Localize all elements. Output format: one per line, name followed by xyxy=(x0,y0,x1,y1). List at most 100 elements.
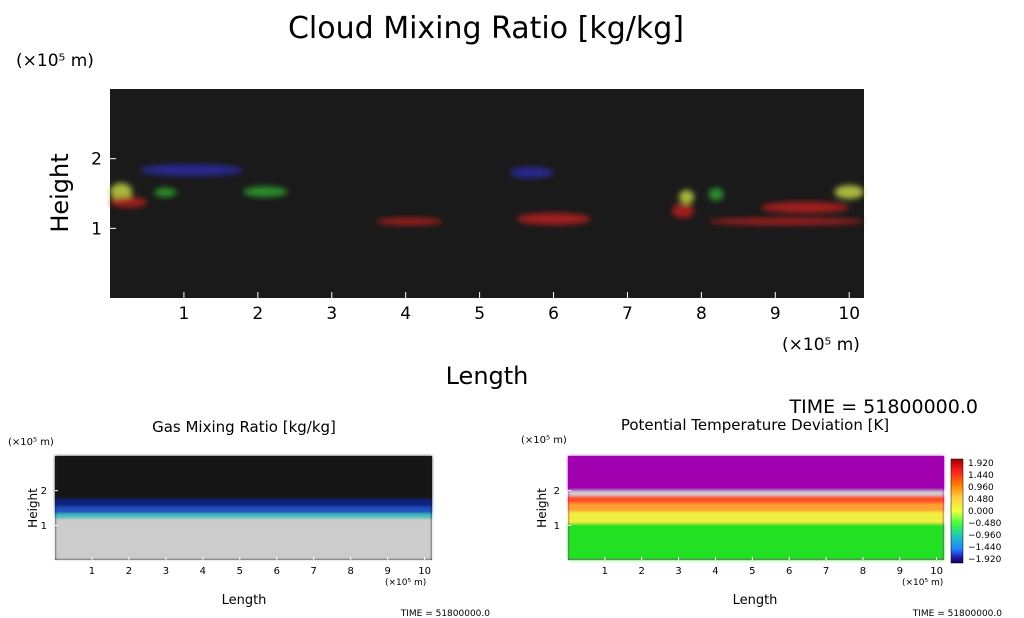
gas-y-ticks: 12 xyxy=(41,486,58,532)
cloud-blob xyxy=(139,164,244,177)
cloud-plot-area xyxy=(110,89,864,298)
cloud-y-label: Height xyxy=(46,153,74,232)
cloud-blob xyxy=(154,187,177,197)
temperature-band xyxy=(568,502,944,512)
gas-x-tick-label: 4 xyxy=(200,566,206,577)
temperature-x-tick-label: 6 xyxy=(786,566,792,577)
cloud-blob xyxy=(516,213,591,225)
temperature-y-ticks: 12 xyxy=(554,486,571,532)
cloud-x-tick-label: 10 xyxy=(838,304,860,324)
cloud-x-label: Length xyxy=(446,362,529,390)
cloud-blob xyxy=(708,217,864,225)
cloud-x-tick-label: 9 xyxy=(770,304,781,324)
colorbar xyxy=(950,458,964,564)
temperature-band xyxy=(568,456,944,491)
gas-x-tick-label: 2 xyxy=(126,566,132,577)
temperature-x-tick-label: 9 xyxy=(897,566,903,577)
temperature-x-ticks: 1 2 3 4 5 6 7 8 9 10 xyxy=(602,557,943,577)
cloud-blob xyxy=(708,187,724,201)
gas-x-tick-label: 5 xyxy=(237,566,243,577)
cloud-blob xyxy=(509,167,554,179)
cloud-blob xyxy=(760,201,850,214)
cloud-x-tick-label: 3 xyxy=(326,304,337,324)
gas-x-unit: (×10⁵ m) xyxy=(385,578,426,588)
cloud-x-tick-label: 2 xyxy=(252,304,263,324)
gas-band xyxy=(55,456,432,500)
colorbar-label: 1.440 xyxy=(968,471,994,481)
cloud-blob xyxy=(110,196,147,208)
colorbar-label: −1.440 xyxy=(968,543,1002,553)
gas-x-tick-label: 9 xyxy=(384,566,390,577)
cloud-y-tick-label: 1 xyxy=(91,219,102,239)
gas-x-ticks: 1 2 3 4 5 6 7 8 9 10 xyxy=(89,557,431,577)
colorbar-labels: 1.920 1.440 0.960 0.480 0.000 −0.480 −0.960 −1.… xyxy=(968,459,1002,565)
colorbar-label: −0.480 xyxy=(968,519,1002,529)
temperature-x-tick-label: 5 xyxy=(749,566,755,577)
cloud-x-tick-label: 5 xyxy=(474,304,485,324)
gas-x-tick-label: 6 xyxy=(274,566,280,577)
cloud-title: Cloud Mixing Ratio [kg/kg] xyxy=(288,11,684,46)
temperature-panel: Potential Temperature Deviation [K] (×10… xyxy=(521,416,1002,618)
cloud-blob xyxy=(834,185,864,200)
temperature-band xyxy=(568,523,944,560)
cloud-blob xyxy=(110,183,133,201)
gas-y-tick-label: 2 xyxy=(41,486,47,497)
temperature-x-tick-label: 3 xyxy=(675,566,681,577)
gas-band xyxy=(55,499,432,507)
cloud-x-tick-label: 4 xyxy=(400,304,411,324)
gas-y-label: Height xyxy=(26,488,40,528)
temperature-y-tick-label: 2 xyxy=(554,486,560,497)
gas-x-tick-label: 7 xyxy=(311,566,317,577)
temperature-y-label: Height xyxy=(535,488,549,528)
gas-y-unit: (×10⁵ m) xyxy=(8,437,54,448)
gas-layers xyxy=(55,456,432,560)
temperature-band xyxy=(568,511,944,524)
colorbar-label: 1.920 xyxy=(968,459,994,469)
temperature-x-tick-label: 10 xyxy=(930,566,943,577)
temperature-x-tick-label: 1 xyxy=(602,566,608,577)
gas-x-tick-label: 1 xyxy=(89,566,95,577)
temperature-layers xyxy=(568,456,944,560)
cloud-x-ticks: 1 2 3 4 5 6 7 8 9 10 xyxy=(179,292,860,324)
cloud-blob xyxy=(243,186,288,197)
cloud-features xyxy=(110,164,864,225)
colorbar-label: 0.000 xyxy=(968,507,994,517)
gas-band xyxy=(55,518,432,560)
gas-time-label: TIME = 51800000.0 xyxy=(400,609,491,618)
gas-band xyxy=(55,513,432,519)
gas-x-label: Length xyxy=(222,593,267,608)
gas-y-tick-label: 1 xyxy=(41,521,47,532)
temperature-x-tick-label: 8 xyxy=(860,566,866,577)
temperature-x-tick-label: 2 xyxy=(639,566,645,577)
cloud-blob xyxy=(671,203,694,218)
colorbar-label: 0.480 xyxy=(968,495,994,505)
gas-x-tick-label: 10 xyxy=(418,566,431,577)
cloud-x-unit: (×10⁵ m) xyxy=(782,335,860,355)
temperature-x-label: Length xyxy=(733,593,778,608)
temperature-band xyxy=(568,495,944,503)
temperature-x-tick-label: 7 xyxy=(823,566,829,577)
temperature-x-unit: (×10⁵ m) xyxy=(902,578,943,588)
temperature-x-tick-label: 4 xyxy=(712,566,718,577)
cloud-y-unit: (×10⁵ m) xyxy=(16,51,94,71)
cloud-time-label: TIME = 51800000.0 xyxy=(789,396,978,418)
gas-title: Gas Mixing Ratio [kg/kg] xyxy=(152,418,336,436)
cloud-y-ticks: 12 xyxy=(91,150,116,239)
cloud-x-tick-label: 6 xyxy=(548,304,559,324)
cloud-blob xyxy=(679,190,694,204)
gas-x-tick-label: 8 xyxy=(347,566,353,577)
temperature-title: Potential Temperature Deviation [K] xyxy=(621,416,889,434)
colorbar-label: 0.960 xyxy=(968,483,994,493)
gas-band xyxy=(55,506,432,514)
cloud-x-tick-label: 1 xyxy=(179,304,190,324)
colorbar-label: −0.960 xyxy=(968,531,1002,541)
temperature-time-label: TIME = 51800000.0 xyxy=(912,609,1003,618)
cloud-y-tick-label: 2 xyxy=(91,150,102,170)
cloud-blob xyxy=(376,217,443,225)
cloud-x-tick-label: 8 xyxy=(696,304,707,324)
gas-x-tick-label: 3 xyxy=(163,566,169,577)
cloud-x-tick-label: 7 xyxy=(622,304,633,324)
